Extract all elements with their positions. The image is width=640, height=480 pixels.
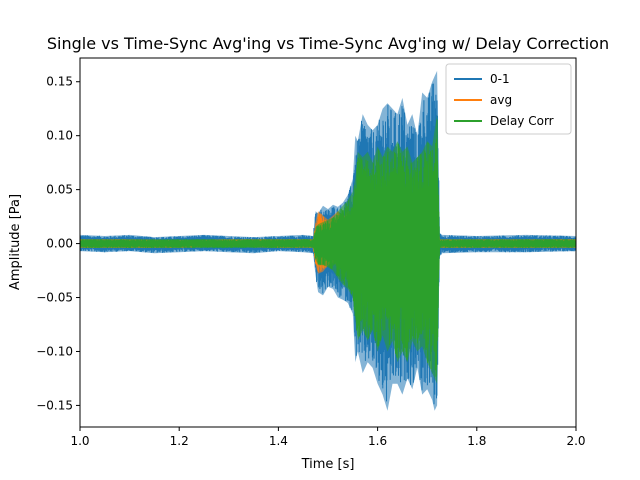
x-tick-label: 1.0 — [70, 434, 89, 448]
y-tick-label: −0.05 — [36, 291, 73, 305]
legend-label-avg: avg — [490, 93, 512, 107]
y-tick-label: 0.10 — [46, 129, 73, 143]
y-tick-label: −0.15 — [36, 398, 73, 412]
x-tick-label: 1.4 — [269, 434, 288, 448]
x-tick-label: 1.8 — [467, 434, 486, 448]
y-tick-label: 0.15 — [46, 75, 73, 89]
legend-label-0-1: 0-1 — [490, 72, 510, 86]
legend: 0-1 avg Delay Corr — [445, 63, 572, 135]
x-axis-label: Time [s] — [301, 457, 355, 472]
series-0-1-trace — [80, 83, 576, 405]
y-tick-label: 0.00 — [46, 237, 73, 251]
x-axis: 1.0 1.2 1.4 1.6 1.8 2.0 — [70, 427, 586, 448]
series-delay-corr — [80, 114, 576, 384]
legend-box — [445, 63, 572, 135]
chart-title: Single vs Time-Sync Avg'ing vs Time-Sync… — [47, 34, 609, 53]
plot-area-frame — [79, 57, 577, 428]
y-tick-label: 0.05 — [46, 183, 73, 197]
series-delay-corr-trace — [80, 119, 576, 377]
legend-label-delay-corr: Delay Corr — [490, 114, 554, 128]
x-tick-label: 2.0 — [566, 434, 585, 448]
y-axis-label: Amplitude [Pa] — [8, 194, 23, 290]
y-tick-label: −0.10 — [36, 344, 73, 358]
series-layer — [80, 70, 576, 411]
x-tick-label: 1.6 — [368, 434, 387, 448]
y-axis: −0.15 −0.10 −0.05 0.00 0.05 0.10 0.15 — [36, 75, 80, 412]
x-tick-label: 1.2 — [170, 434, 189, 448]
